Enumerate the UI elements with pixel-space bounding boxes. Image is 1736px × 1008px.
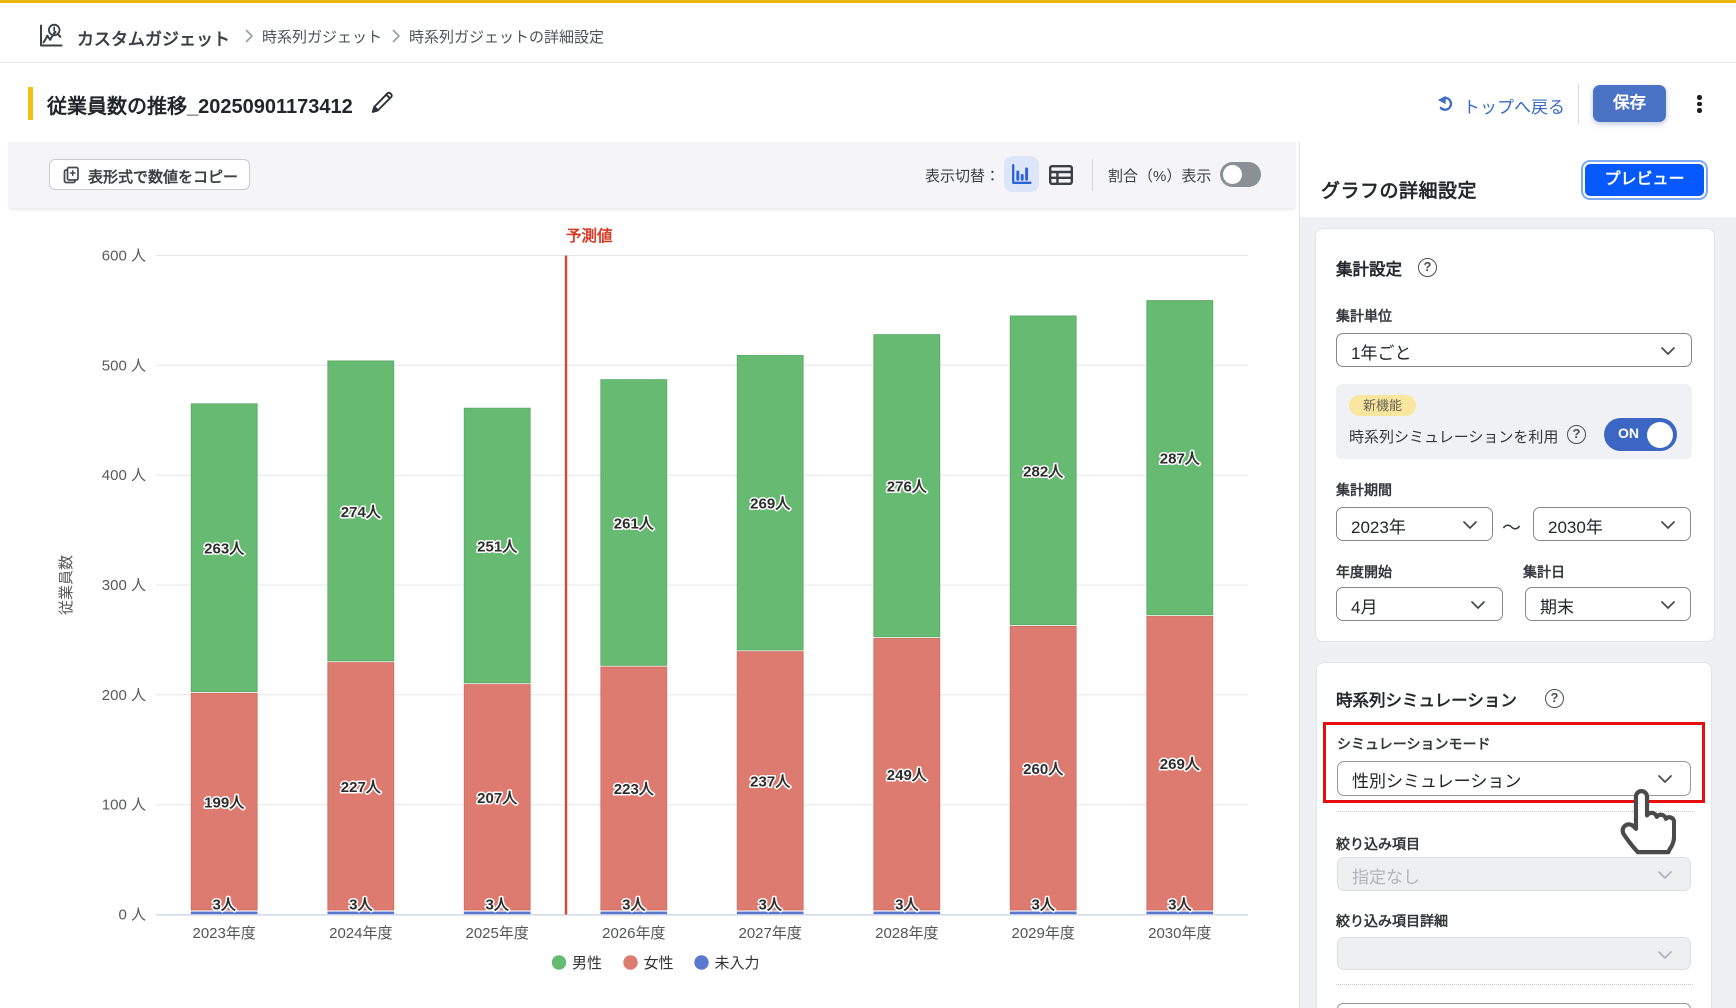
svg-text:3人: 3人: [1168, 897, 1192, 914]
svg-text:2026年度: 2026年度: [602, 925, 665, 942]
svg-text:3人: 3人: [349, 897, 373, 914]
svg-text:2030年度: 2030年度: [1148, 925, 1211, 942]
svg-text:3人: 3人: [1032, 897, 1056, 914]
svg-text:0 人: 0 人: [118, 907, 146, 924]
svg-text:男性: 男性: [572, 955, 602, 972]
svg-text:女性: 女性: [644, 955, 674, 972]
svg-text:282人: 282人: [1023, 463, 1064, 480]
svg-text:274人: 274人: [341, 504, 382, 521]
svg-text:223人: 223人: [614, 781, 655, 798]
svg-text:200 人: 200 人: [102, 687, 146, 704]
svg-text:3人: 3人: [759, 897, 783, 914]
svg-text:227人: 227人: [341, 779, 382, 796]
svg-text:3人: 3人: [622, 897, 646, 914]
svg-text:400 人: 400 人: [102, 467, 146, 484]
svg-text:287人: 287人: [1160, 451, 1201, 468]
svg-text:2028年度: 2028年度: [875, 925, 938, 942]
svg-text:251人: 251人: [477, 539, 518, 556]
svg-text:2023年度: 2023年度: [193, 925, 256, 942]
svg-text:269人: 269人: [1160, 756, 1201, 773]
svg-text:500 人: 500 人: [102, 357, 146, 374]
svg-text:予測値: 予測値: [566, 226, 613, 245]
svg-text:未入力: 未入力: [715, 955, 760, 972]
svg-text:237人: 237人: [750, 774, 791, 791]
svg-text:600 人: 600 人: [102, 248, 146, 265]
svg-text:2024年度: 2024年度: [329, 925, 392, 942]
svg-text:2029年度: 2029年度: [1012, 925, 1075, 942]
svg-text:261人: 261人: [614, 515, 655, 532]
svg-text:199人: 199人: [204, 794, 245, 811]
svg-text:207人: 207人: [477, 790, 518, 807]
svg-text:263人: 263人: [204, 541, 245, 558]
svg-text:100 人: 100 人: [102, 797, 146, 814]
svg-text:249人: 249人: [887, 767, 928, 784]
svg-text:3人: 3人: [895, 897, 919, 914]
svg-text:269人: 269人: [750, 496, 791, 513]
svg-text:276人: 276人: [887, 479, 928, 496]
svg-text:3人: 3人: [486, 897, 510, 914]
svg-text:2027年度: 2027年度: [739, 925, 802, 942]
svg-text:従業員数: 従業員数: [58, 555, 75, 615]
svg-text:300 人: 300 人: [102, 577, 146, 594]
svg-text:3人: 3人: [213, 897, 237, 914]
svg-text:2025年度: 2025年度: [466, 925, 529, 942]
svg-text:260人: 260人: [1023, 761, 1064, 778]
